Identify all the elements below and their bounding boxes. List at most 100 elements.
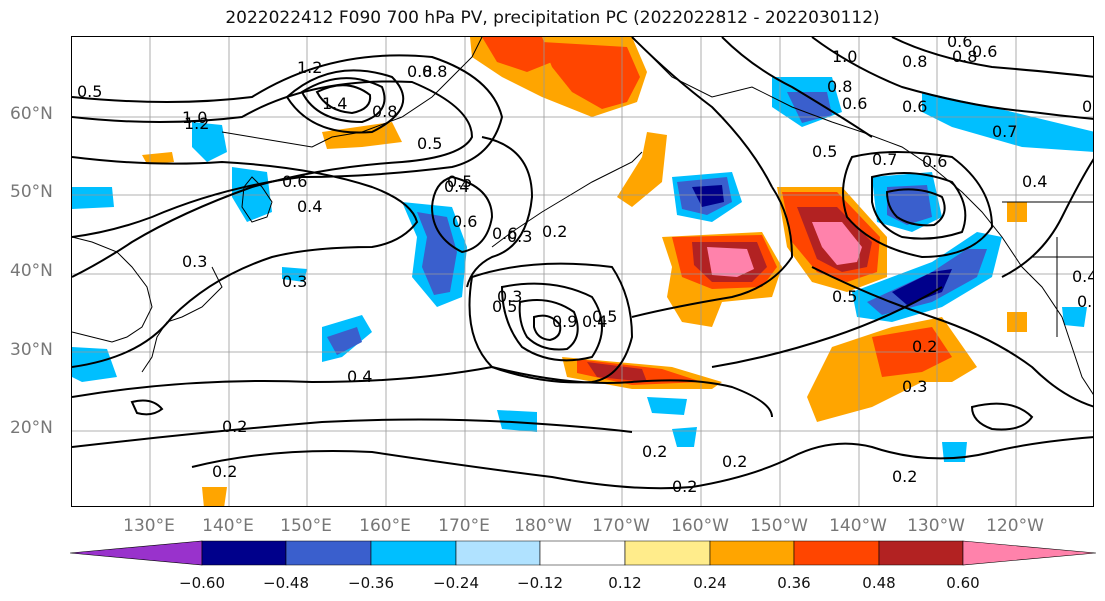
contour-label: 0.2 [912, 337, 937, 356]
shade-negative [72, 187, 114, 209]
contour-label: 0.3 [497, 287, 522, 306]
pv-contour [1001, 158, 1093, 278]
contour-label: 0.4 [444, 177, 469, 196]
shade-negative [922, 92, 1093, 152]
contour-label: 1.2 [184, 114, 209, 133]
contour-label: 0.8 [902, 52, 927, 71]
contour-label: 0.4 [297, 197, 322, 216]
shade-negative [672, 427, 697, 447]
contour-label: 0.6 [902, 97, 927, 116]
map-panel: 1.2 1.4 1.0 1.2 0.8 0.6 0.4 0.8 0.5 0.6 0.4 0.5 0.6 0… [71, 36, 1094, 507]
contour-label: 0.3 [902, 377, 927, 396]
shade-negative [497, 410, 537, 432]
lat-label: 60°N [10, 104, 53, 124]
shade-negative [282, 267, 307, 282]
contour-label: 0.6 [282, 172, 307, 191]
pv-contour [842, 151, 994, 259]
contour-label: 0.2 [892, 467, 917, 486]
contour-label: 0.7 [872, 150, 897, 169]
contour-label: 0.8 [422, 62, 447, 81]
lat-label: 30°N [10, 340, 53, 360]
contour-label: 0.8 [407, 62, 432, 81]
contour-label: 0.5 [492, 297, 517, 316]
shade-positive [202, 487, 227, 506]
lon-label: 140°W [829, 516, 887, 536]
colorbar-tick-label: −0.24 [433, 574, 479, 592]
colorbar-tick-label: 0.48 [862, 574, 896, 592]
colorbar-tick-label: −0.48 [263, 574, 309, 592]
colorbar-tick-label: −0.12 [517, 574, 563, 592]
contour-label: 0.3 [282, 272, 307, 291]
colorbar-segment [285, 540, 372, 566]
contour-label: 0.6 [842, 94, 867, 113]
shade-negative [647, 397, 687, 415]
lon-label: 180°W [514, 516, 572, 536]
contour-label: 0.2 [222, 417, 247, 436]
pv-contour [72, 418, 633, 448]
pv-contour [300, 77, 386, 124]
pv-contour [130, 399, 164, 416]
lon-label: 170°W [592, 516, 650, 536]
contour-label: 0.6 [947, 37, 972, 51]
pv-contour [72, 365, 773, 418]
coastline-japan [141, 266, 223, 373]
colorbar-segment [709, 540, 795, 566]
colorbar-segment [370, 540, 457, 566]
shade-negative [72, 347, 117, 382]
contour-label: 0.4 [1022, 172, 1047, 191]
contour-label: 0.5 [812, 142, 837, 161]
pv-contour [631, 186, 794, 318]
shade-positive [1007, 202, 1027, 222]
shade-positive [1007, 312, 1027, 332]
contour-label: 0.8 [372, 102, 397, 121]
contour-label: 0.2 [642, 442, 667, 461]
pv-contour [285, 69, 405, 134]
contour-label: 0.4 [347, 367, 372, 386]
pv-contour [533, 314, 562, 342]
pv-contour [970, 402, 1034, 431]
pv-contour [711, 286, 943, 368]
lon-label: 130°W [907, 516, 965, 536]
colorbar-segment [70, 540, 203, 566]
shade-positive [322, 122, 402, 149]
colorbar-tick-label: 0.24 [693, 574, 727, 592]
contour-label: 1.0 [182, 108, 207, 127]
colorbar-tick-label: 0.60 [946, 574, 980, 592]
contour-label: 0.5 [1077, 292, 1094, 311]
contour-label: 0.6 [452, 212, 477, 231]
contour-label: 0.3 [182, 252, 207, 271]
lat-label: 20°N [10, 418, 53, 438]
pv-contour [315, 84, 372, 115]
colorbar-segment [539, 540, 626, 566]
map-canvas: 1.21.41.01.20.80.60.40.80.50.60.40.50.60… [72, 37, 1094, 506]
colorbar-tick-label: −0.36 [348, 574, 394, 592]
pv-contour [631, 37, 773, 188]
contour-label: 1.4 [322, 94, 347, 113]
contour-label: 0.6 [972, 42, 997, 61]
contour-label: 0.2 [542, 222, 567, 241]
contour-label: 0.5 [592, 307, 617, 326]
shade-positive [587, 362, 647, 382]
pv-contour [72, 80, 474, 278]
lat-label: 40°N [10, 261, 53, 281]
lon-label: 150°W [750, 516, 808, 536]
pv-contour [191, 436, 1093, 490]
lon-label: 120°W [986, 516, 1044, 536]
contour-label: 1.0 [832, 47, 857, 66]
colorbar-tick-label: 0.36 [777, 574, 811, 592]
colorbar [70, 540, 1096, 566]
colorbar-segment [455, 540, 541, 566]
colorbar-segment [878, 540, 964, 566]
precipitation-shading [72, 37, 1093, 506]
pv-contour [518, 299, 579, 351]
pv-contour [885, 188, 946, 227]
pv-contour [811, 37, 1093, 120]
shade-positive [617, 132, 667, 207]
lon-label: 170°E [438, 516, 490, 536]
colorbar-segment [962, 540, 1096, 566]
pv-contour [430, 175, 494, 254]
lon-label: 160°W [671, 516, 729, 536]
contour-label: 0.3 [507, 227, 532, 246]
colorbar-tick-label: 0.12 [608, 574, 642, 592]
contour-label: 0.7 [992, 122, 1017, 141]
